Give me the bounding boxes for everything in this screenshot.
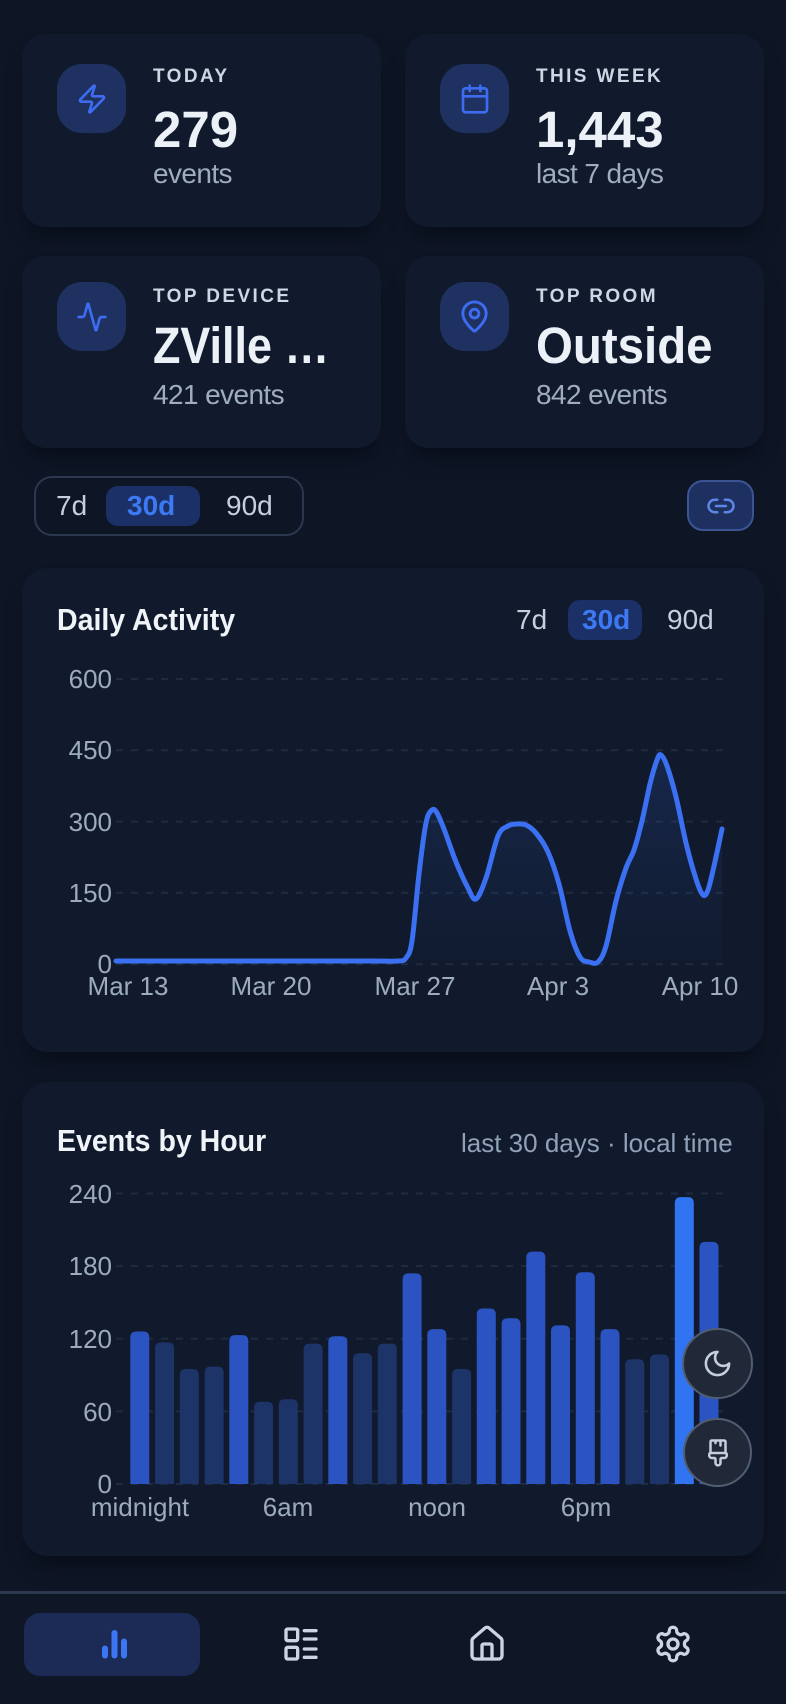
svg-text:150: 150 [69, 878, 112, 908]
svg-text:600: 600 [69, 664, 112, 694]
svg-text:Apr 3: Apr 3 [527, 971, 589, 1001]
svg-text:6am: 6am [263, 1492, 314, 1522]
svg-text:6pm: 6pm [561, 1492, 612, 1522]
svg-text:0: 0 [98, 949, 112, 979]
svg-text:240: 240 [69, 1179, 112, 1209]
svg-text:Apr 10: Apr 10 [662, 971, 739, 1001]
svg-text:300: 300 [69, 807, 112, 837]
svg-text:Mar 20: Mar 20 [231, 971, 312, 1001]
svg-text:120: 120 [69, 1324, 112, 1354]
svg-text:Mar 13: Mar 13 [88, 971, 169, 1001]
svg-text:midnight: midnight [91, 1492, 190, 1522]
svg-text:60: 60 [83, 1397, 112, 1427]
svg-text:0: 0 [98, 1469, 112, 1499]
svg-text:noon: noon [408, 1492, 466, 1522]
svg-text:450: 450 [69, 735, 112, 765]
svg-text:Mar 27: Mar 27 [375, 971, 456, 1001]
svg-text:180: 180 [69, 1251, 112, 1281]
